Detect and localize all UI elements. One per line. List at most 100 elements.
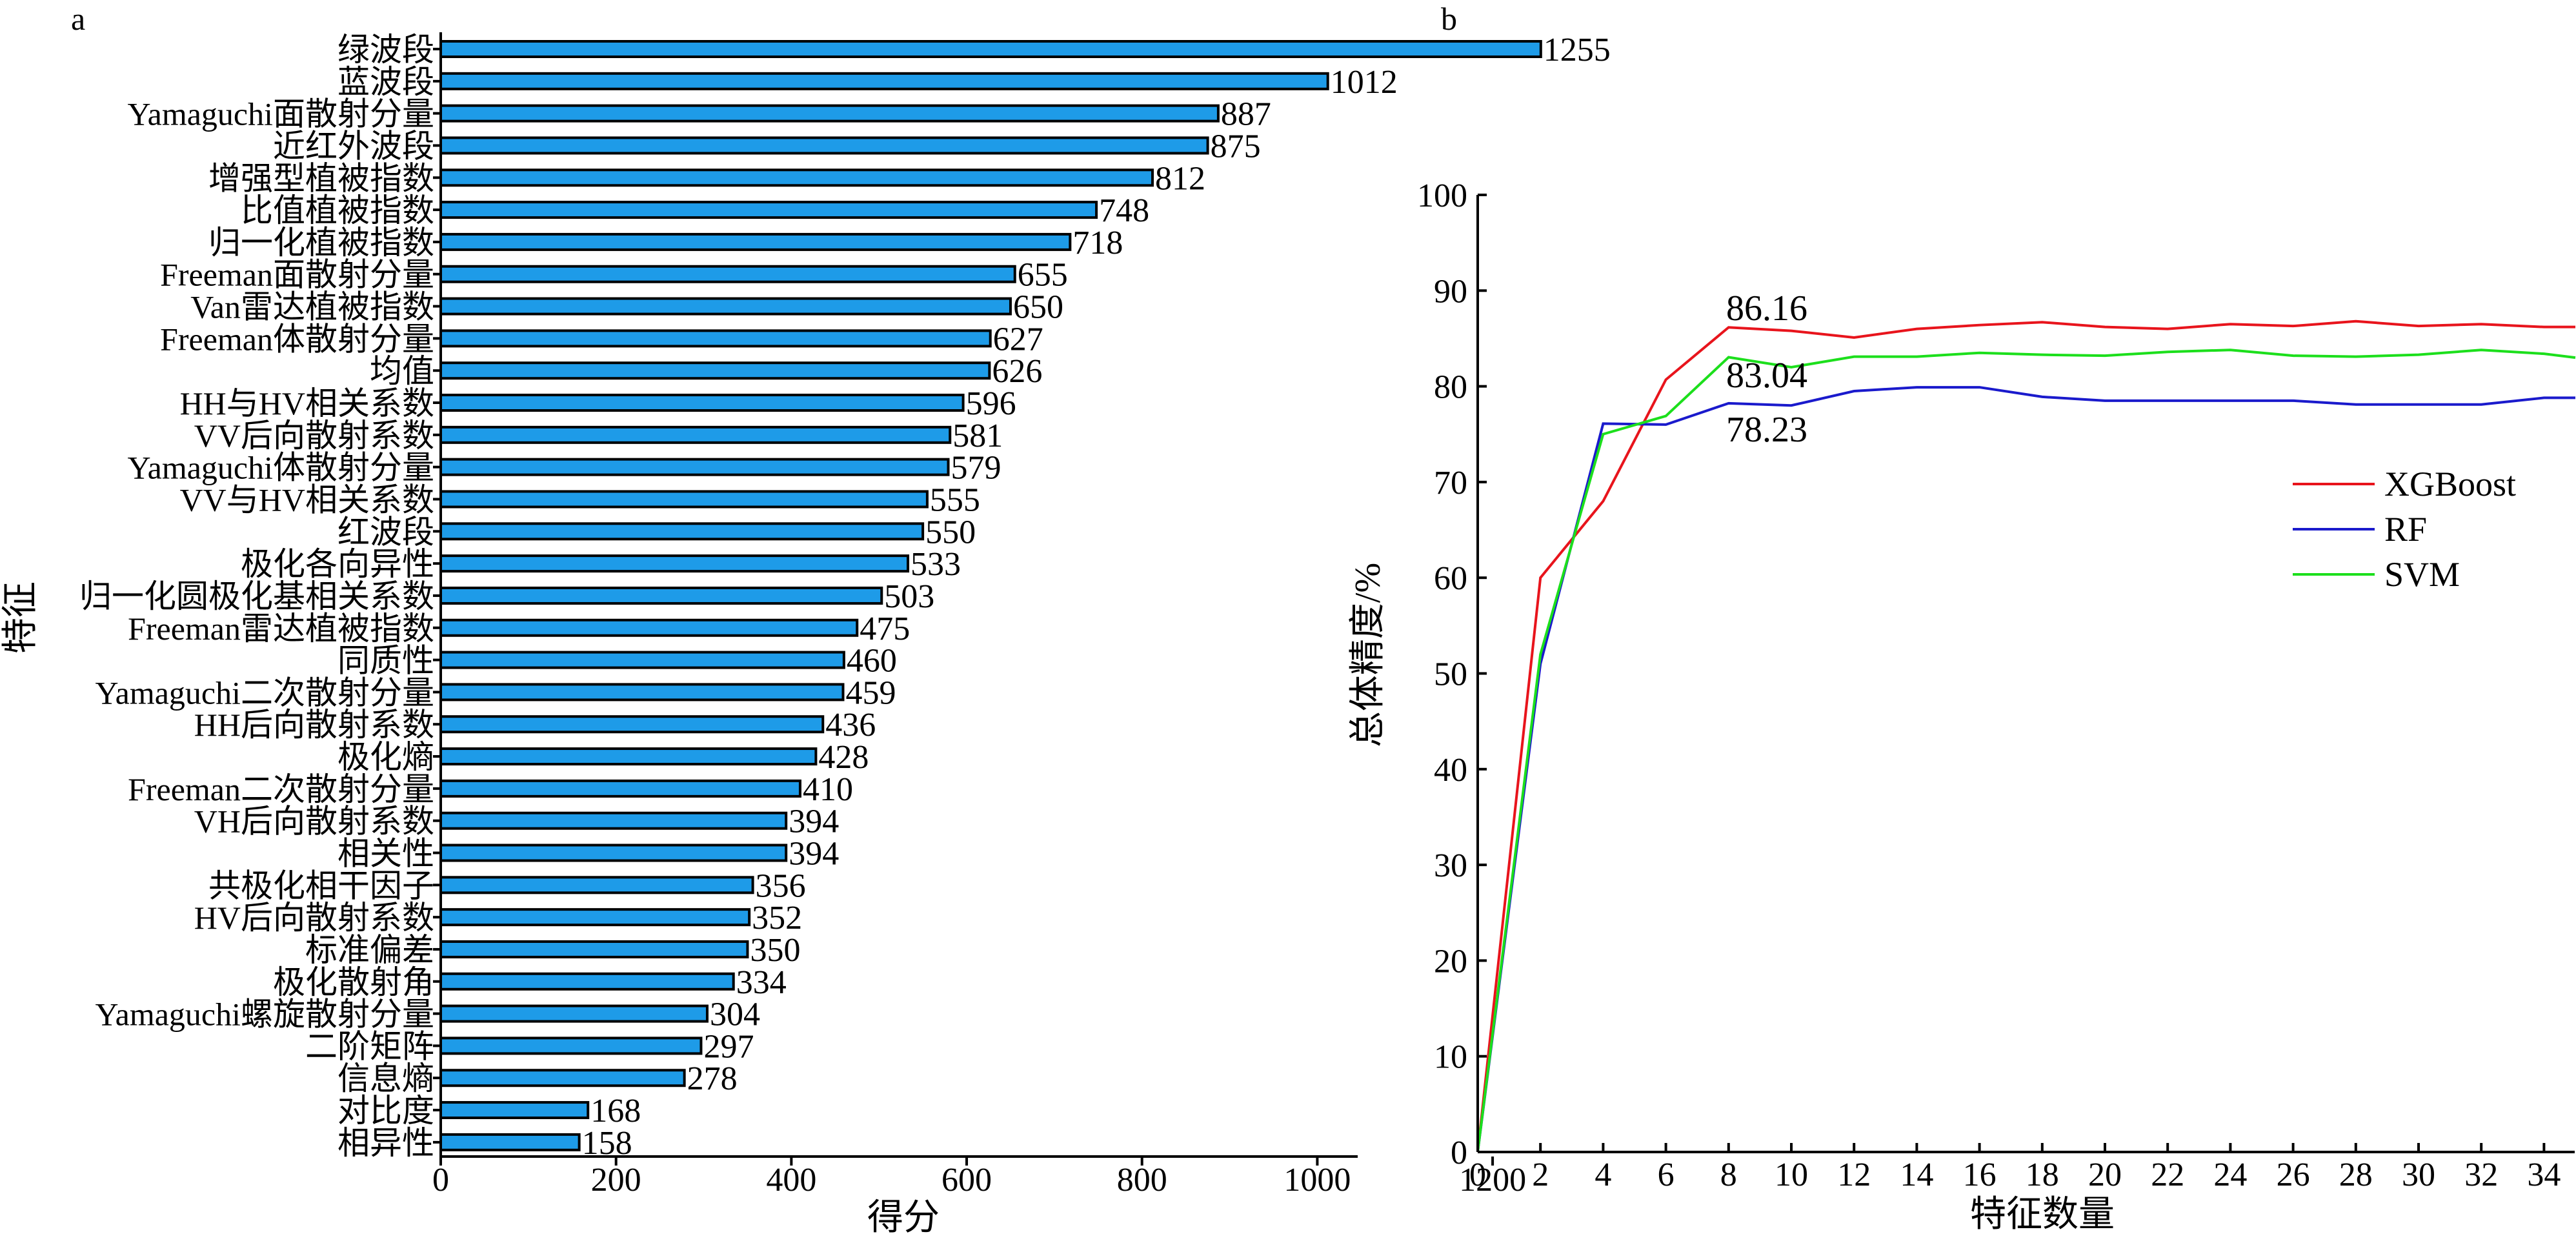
panel-a-y-axis-title: 特征 [1, 581, 41, 654]
value-label: 278 [687, 1060, 738, 1097]
bar [439, 747, 818, 766]
category-label: Freeman雷达植被指数 [128, 611, 434, 647]
bar [439, 265, 1016, 283]
bar [439, 1004, 709, 1023]
value-label: 356 [756, 867, 806, 904]
x-tick-label: 4 [1595, 1157, 1611, 1193]
value-label: 875 [1211, 128, 1261, 165]
value-label: 579 [951, 450, 1001, 487]
bar [439, 458, 950, 476]
x-tick-label: 24 [2213, 1157, 2247, 1193]
x-tick-label: 0 [1469, 1157, 1486, 1193]
value-label: 352 [752, 900, 802, 936]
category-label: Freeman体散射分量 [160, 321, 434, 357]
y-tick-label: 50 [1434, 656, 1467, 693]
bar [439, 40, 1542, 58]
value-label: 503 [884, 578, 934, 615]
bar [439, 361, 991, 380]
x-tick-label: 30 [2402, 1157, 2435, 1193]
value-label: 655 [1018, 257, 1068, 294]
category-label: Yamaguchi体散射分量 [128, 450, 434, 486]
category-label: VV后向散射系数 [194, 418, 434, 454]
bar [439, 586, 883, 605]
x-tick-label: 26 [2277, 1157, 2310, 1193]
category-label: 蓝波段 [337, 64, 434, 100]
bar [439, 683, 845, 702]
category-label: HV后向散射系数 [194, 900, 434, 936]
bar [439, 490, 929, 509]
value-label: 459 [846, 674, 896, 711]
category-label: 共极化相干因子 [208, 867, 434, 904]
value-label: 596 [966, 385, 1016, 422]
y-tick-label: 80 [1434, 369, 1467, 406]
legend-label: XGBoost [2384, 465, 2516, 503]
x-tick-label: 20 [2088, 1157, 2122, 1193]
bar [439, 715, 825, 734]
category-labels: 绿波段蓝波段Yamaguchi面散射分量近红外波段增强型植被指数比值植被指数归一… [79, 32, 434, 1161]
legend-label: RF [2384, 510, 2427, 549]
category-label: 相关性 [337, 836, 434, 872]
y-tick-label: 10 [1434, 1039, 1467, 1076]
x-tick-label: 18 [2026, 1157, 2059, 1193]
bar [439, 1036, 703, 1055]
x-tick-label: 1000 [1283, 1162, 1351, 1198]
panel-a-x-axis-title: 得分 [867, 1198, 940, 1238]
annotation-label: 78.23 [1726, 410, 1807, 450]
bar [439, 1133, 581, 1151]
category-label: HH后向散射系数 [194, 707, 434, 743]
value-label: 627 [993, 321, 1043, 358]
value-label: 334 [736, 964, 787, 1001]
value-label: 394 [789, 803, 839, 840]
x-tick-label: 34 [2527, 1157, 2561, 1193]
bar [439, 232, 1072, 251]
series-line-rf [1476, 386, 2575, 1153]
bar [439, 972, 735, 991]
bar [439, 554, 910, 573]
bar [439, 844, 788, 862]
category-label: 标准偏差 [305, 932, 434, 968]
value-label: 626 [992, 353, 1042, 390]
value-label: 812 [1155, 160, 1205, 197]
value-label: 718 [1072, 225, 1123, 261]
panel-a-label: a [71, 1, 85, 37]
x-tick-label: 800 [1117, 1162, 1167, 1198]
bar [439, 104, 1220, 123]
value-label: 1255 [1544, 32, 1611, 68]
value-label: 410 [803, 771, 853, 808]
category-label: 比值植被指数 [241, 192, 434, 228]
y-tick-label: 0 [1451, 1135, 1467, 1171]
x-tick-label: 32 [2464, 1157, 2498, 1193]
bar [439, 168, 1154, 187]
category-label: 归一化圆极化基相关系数 [79, 578, 434, 614]
category-label: Freeman面散射分量 [160, 257, 434, 293]
x-tick-label: 2 [1532, 1157, 1549, 1193]
category-label: 对比度 [337, 1093, 434, 1129]
bar [439, 522, 925, 541]
bar [439, 394, 965, 412]
value-label: 350 [750, 932, 800, 969]
value-label: 748 [1099, 192, 1149, 229]
x-tick-label: 12 [1837, 1157, 1871, 1193]
bar [439, 908, 751, 927]
feature-importance-chart: a 特征 得分 绿波段蓝波段Yamaguchi面散射分量近红外波段增强型植被指数… [1, 1, 1611, 1238]
bar [439, 1101, 590, 1120]
series-lines [1476, 319, 2576, 1153]
x-tick-label: 400 [766, 1162, 816, 1198]
category-label: Yamaguchi二次散射分量 [96, 674, 434, 711]
bar [439, 651, 845, 669]
category-label: 近红外波段 [273, 128, 434, 164]
y-tick-label: 90 [1434, 273, 1467, 310]
bar-group [433, 40, 1542, 1151]
y-tick-label: 70 [1434, 465, 1467, 501]
category-label: VV与HV相关系数 [180, 481, 434, 518]
category-label: Freeman二次散射分量 [128, 771, 434, 807]
bar [439, 297, 1012, 316]
annotation-label: 86.16 [1726, 288, 1807, 328]
x-ticks: 0 200 400 600 800 1000 1200 [432, 1157, 1526, 1198]
bar [439, 940, 749, 958]
bar [439, 72, 1329, 90]
value-label: 555 [930, 481, 980, 518]
value-label: 168 [590, 1093, 641, 1129]
